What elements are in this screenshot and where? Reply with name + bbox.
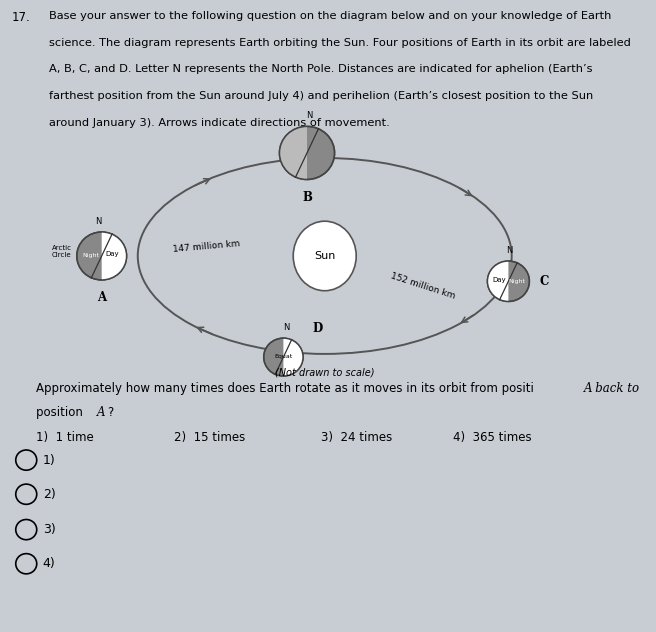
Text: (Not drawn to scale): (Not drawn to scale) (275, 368, 375, 378)
Text: ?: ? (107, 406, 113, 419)
Text: N: N (94, 217, 101, 226)
Text: B: B (302, 191, 312, 204)
Text: 4)  365 times: 4) 365 times (453, 431, 531, 444)
Wedge shape (283, 338, 303, 376)
Circle shape (487, 261, 529, 301)
Text: 17.: 17. (12, 11, 31, 25)
Circle shape (264, 338, 303, 376)
Text: Day: Day (493, 277, 506, 283)
Circle shape (77, 232, 127, 280)
Text: Arctic
Circle: Arctic Circle (52, 245, 72, 258)
Text: 3): 3) (43, 523, 55, 536)
Circle shape (279, 126, 335, 179)
Text: 1): 1) (43, 454, 55, 466)
Text: N: N (306, 111, 313, 120)
Text: N: N (506, 246, 512, 255)
Text: 147 million km: 147 million km (173, 239, 241, 254)
Text: A back to: A back to (584, 382, 640, 396)
Ellipse shape (293, 221, 356, 291)
Text: A: A (97, 406, 106, 419)
Wedge shape (102, 232, 127, 280)
Text: farthest position from the Sun around July 4) and perihelion (Earth’s closest po: farthest position from the Sun around Ju… (49, 91, 594, 101)
Text: 2)  15 times: 2) 15 times (174, 431, 245, 444)
Text: around January 3). Arrows indicate directions of movement.: around January 3). Arrows indicate direc… (49, 118, 390, 128)
Text: 152 million km: 152 million km (390, 271, 457, 300)
Text: Day: Day (106, 250, 119, 257)
Text: C: C (539, 275, 548, 288)
Text: A: A (97, 291, 106, 305)
Text: Equat: Equat (274, 354, 293, 358)
Text: Night: Night (83, 253, 100, 258)
Text: Approximately how many times does Earth rotate as it moves in its orbit from pos: Approximately how many times does Earth … (36, 382, 534, 396)
Text: Base your answer to the following question on the diagram below and on your know: Base your answer to the following questi… (49, 11, 611, 21)
Text: D: D (313, 322, 323, 335)
Text: position: position (36, 406, 87, 419)
Text: Sun: Sun (314, 251, 335, 261)
Text: Night: Night (508, 279, 525, 284)
Text: 4): 4) (43, 557, 55, 570)
Text: A, B, C, and D. Letter N represents the North Pole. Distances are indicated for : A, B, C, and D. Letter N represents the … (49, 64, 593, 75)
Wedge shape (487, 261, 508, 301)
Text: 1)  1 time: 1) 1 time (36, 431, 94, 444)
Text: N: N (283, 323, 289, 332)
Text: science. The diagram represents Earth orbiting the Sun. Four positions of Earth : science. The diagram represents Earth or… (49, 38, 631, 48)
Text: 3)  24 times: 3) 24 times (321, 431, 393, 444)
Text: 2): 2) (43, 488, 55, 501)
Wedge shape (279, 126, 307, 179)
